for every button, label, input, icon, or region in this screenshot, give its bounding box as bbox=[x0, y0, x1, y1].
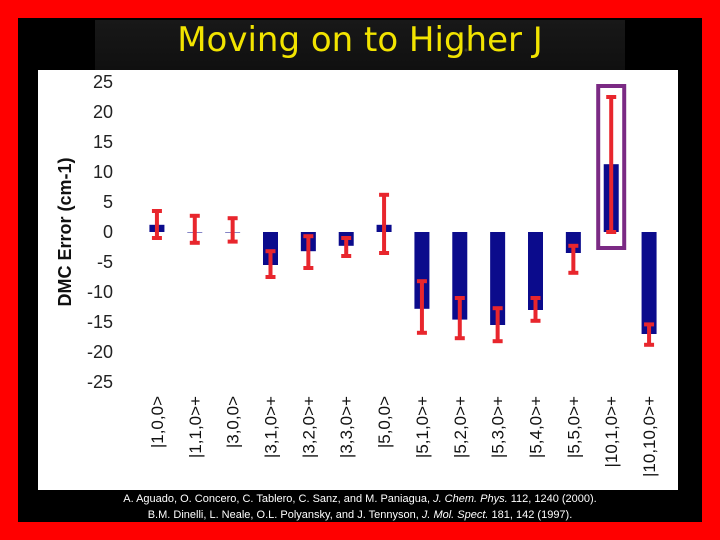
bar bbox=[490, 232, 506, 325]
bar bbox=[641, 232, 657, 334]
bar bbox=[263, 232, 278, 265]
citation-1-volume: 112, 1240 (2000). bbox=[507, 493, 597, 505]
citation-2-authors: B.M. Dinelli, L. Neale, O.L. Polyansky, … bbox=[147, 509, 422, 521]
x-tick-label: |5,5,0>+ bbox=[564, 396, 583, 458]
y-tick-label: 20 bbox=[93, 102, 113, 122]
y-tick-label: 15 bbox=[93, 132, 113, 152]
x-tick-label: |3,1,0>+ bbox=[262, 396, 281, 458]
bar bbox=[414, 232, 430, 309]
chart-panel: 25 20 15 10 5 0 -5 -10 -15 -20 -25 DMC Error (cm-1)… bbox=[38, 70, 678, 490]
citation-line-1: A. Aguado, O. Concero, C. Tablero, C. Sa… bbox=[0, 491, 720, 507]
highlight-box bbox=[596, 84, 627, 250]
x-tick-label: |3,3,0>+ bbox=[337, 396, 356, 458]
citation-1-authors: A. Aguado, O. Concero, C. Tablero, C. Sa… bbox=[123, 493, 434, 505]
x-tick-label: |1,1,0>+ bbox=[186, 396, 205, 458]
citation-1-journal: J. Chem. Phys. bbox=[433, 493, 508, 505]
x-tick-label: |1,0,0> bbox=[148, 396, 167, 448]
x-tick-label: |5,0,0> bbox=[375, 396, 394, 448]
y-tick-label: 0 bbox=[103, 222, 113, 242]
x-tick-label: |5,3,0>+ bbox=[489, 396, 508, 458]
x-tick-label: |10,10,0>+ bbox=[640, 396, 659, 477]
bar bbox=[528, 232, 543, 310]
citation-line-2: B.M. Dinelli, L. Neale, O.L. Polyansky, … bbox=[0, 507, 720, 523]
y-tick-label: 10 bbox=[93, 162, 113, 182]
y-tick-label: -10 bbox=[87, 282, 113, 302]
dmc-error-bar-chart: 25 20 15 10 5 0 -5 -10 -15 -20 -25 DMC Error (cm-1)… bbox=[55, 72, 659, 477]
y-tick-label: -25 bbox=[87, 372, 113, 392]
x-tick-label: |5,1,0>+ bbox=[413, 396, 432, 458]
x-tick-label: |3,2,0>+ bbox=[299, 396, 318, 458]
y-tick-label: -5 bbox=[97, 252, 113, 272]
y-axis-title: DMC Error (cm-1) bbox=[55, 157, 75, 306]
x-tick-label: |5,2,0>+ bbox=[451, 396, 470, 458]
title-starfield-band bbox=[95, 20, 625, 70]
y-tick-label: -15 bbox=[87, 312, 113, 332]
citation-2-volume: 181, 142 (1997). bbox=[488, 509, 573, 521]
x-tick-label: |10,1,0>+ bbox=[602, 396, 621, 468]
citation-2-journal: J. Mol. Spect. bbox=[421, 509, 489, 521]
x-tick-label: |3,0,0> bbox=[224, 396, 243, 448]
citation-block: A. Aguado, O. Concero, C. Tablero, C. Sa… bbox=[0, 491, 720, 523]
y-tick-label: 5 bbox=[103, 192, 113, 212]
slide-title: Moving on to Higher J bbox=[177, 20, 543, 60]
y-tick-label: -20 bbox=[87, 342, 113, 362]
x-tick-label: |5,4,0>+ bbox=[527, 396, 546, 458]
y-tick-label: 25 bbox=[93, 72, 113, 92]
